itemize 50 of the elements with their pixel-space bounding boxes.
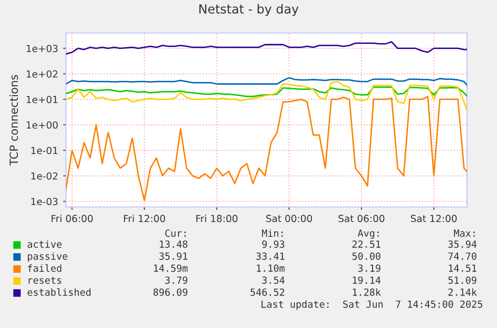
text: Min:	[262, 229, 283, 237]
text: 546.52	[250, 288, 284, 296]
y-tick-label: 1e+00	[26, 121, 58, 129]
text: 3.79	[165, 276, 188, 284]
chart-title: Netstat - by day	[199, 4, 298, 16]
legend-label: resets	[28, 276, 62, 284]
text: 14.59m	[154, 264, 188, 272]
text: 50.00	[352, 252, 380, 260]
y-tick-label: 1e+03	[26, 44, 58, 52]
legend-label: failed	[28, 264, 62, 272]
line-series	[66, 77, 467, 86]
y-tick-label: 1e-03	[31, 198, 58, 206]
x-tick-label: Fri 12:00	[124, 214, 166, 222]
text: 33.41	[256, 252, 284, 260]
text: Avg:	[358, 230, 379, 239]
y-tick-label: 1e+02	[26, 70, 58, 78]
text: 896.09	[154, 288, 188, 296]
y-tick-label: 1e-02	[31, 172, 58, 180]
y-tick-label: 1e-01	[31, 146, 58, 154]
text: 1.28k	[352, 288, 381, 296]
x-tick-label: Fri 06:00	[52, 214, 93, 222]
legend-label: active	[28, 240, 62, 248]
text: 9.93	[262, 240, 284, 248]
x-tick-label: Sat 12:00	[410, 214, 457, 222]
y-tick-label: 1e+01	[26, 96, 58, 104]
x-tick-label: Sat 00:00	[266, 214, 312, 222]
text: Cur:	[165, 229, 186, 237]
text: 51.09	[448, 276, 476, 284]
text: 19.14	[352, 276, 381, 284]
text: 22.51	[352, 240, 380, 248]
text: 3.54	[262, 276, 285, 284]
line-series	[66, 86, 467, 98]
text: Max:	[454, 230, 475, 237]
legend-label: passive	[28, 252, 68, 262]
legend-label: established	[28, 288, 90, 296]
text: Last update: Sat Jun 7 14:45:00 2025	[262, 300, 482, 310]
line-series	[66, 41, 467, 55]
text: 74.70	[448, 252, 476, 260]
line-series	[66, 96, 467, 201]
text: 35.91	[159, 252, 188, 260]
text: 1.10m	[256, 264, 285, 272]
text: 3.19	[358, 264, 380, 272]
x-tick-label: Sat 06:00	[338, 214, 384, 222]
y-axis-title: TCP connections	[9, 74, 18, 166]
line-series	[66, 80, 467, 111]
text: 14.51	[448, 264, 476, 272]
text: 2.14k	[448, 288, 477, 296]
x-tick-label: Fri 18:00	[196, 214, 238, 222]
text: 35.94	[448, 240, 477, 248]
text: 13.48	[160, 240, 188, 248]
